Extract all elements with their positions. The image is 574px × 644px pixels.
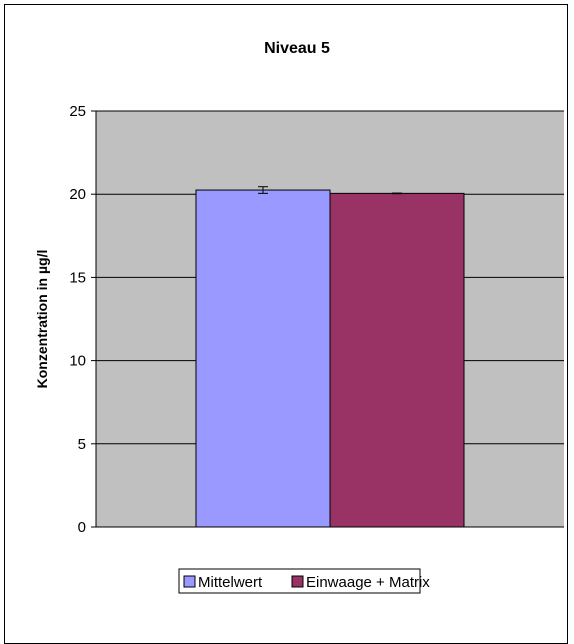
bars — [195, 189, 465, 528]
error-bars — [258, 186, 402, 195]
y-tick-label: 20 — [69, 186, 86, 203]
bar-einwaage-matrix — [329, 192, 465, 528]
y-axis-label: Konzentration in µg/l — [34, 250, 50, 389]
y-tick-label: 10 — [69, 353, 86, 370]
legend-swatch-einwaage-matrix — [291, 575, 304, 588]
y-axis-ticks: 0 5 10 15 20 25 — [69, 103, 96, 536]
bar-mittelwert — [195, 189, 331, 528]
y-tick-label: 0 — [78, 519, 86, 536]
y-tick-label: 15 — [69, 269, 86, 286]
legend-swatch-mittelwert — [183, 575, 196, 588]
legend-box — [178, 568, 421, 594]
chart-title: Niveau 5 — [264, 40, 330, 57]
legend-label-mittelwert: Mittelwert — [198, 574, 263, 591]
legend-label-einwaage-matrix: Einwaage + Matrix — [306, 574, 430, 591]
bar-chart: 0 5 10 15 20 25 Niveau 5 Konzentration in µg/… — [34, 40, 564, 594]
y-tick-label: 5 — [78, 436, 86, 453]
legend: Mittelwert Einwaage + Matrix — [178, 568, 430, 594]
y-tick-label: 25 — [69, 103, 86, 120]
